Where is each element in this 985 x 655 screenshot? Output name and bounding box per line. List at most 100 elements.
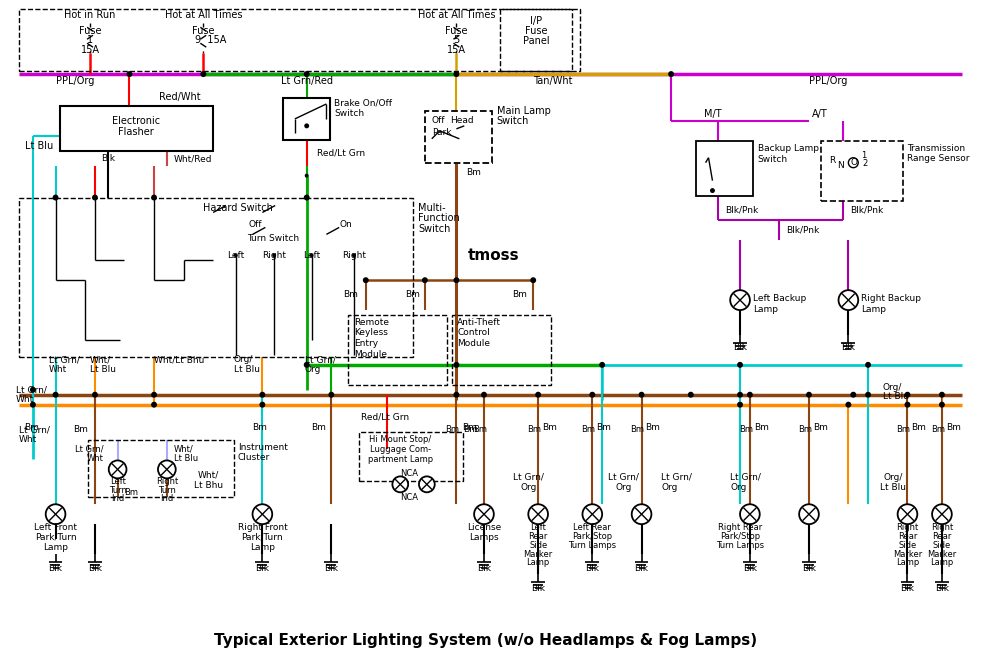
Text: Wht: Wht	[16, 395, 34, 404]
Text: 15A: 15A	[81, 45, 99, 55]
Text: Lt Blu: Lt Blu	[173, 454, 198, 463]
Text: Fuse: Fuse	[445, 26, 468, 36]
Text: Blk: Blk	[324, 565, 338, 574]
Text: Bm: Bm	[463, 425, 478, 434]
Circle shape	[303, 71, 309, 77]
Text: Rear: Rear	[932, 532, 952, 540]
Text: Bm: Bm	[512, 290, 527, 299]
Text: Lamp: Lamp	[527, 559, 550, 567]
Text: Hazard Switch: Hazard Switch	[203, 202, 273, 212]
Circle shape	[599, 362, 605, 368]
Text: Cluster: Cluster	[237, 453, 270, 462]
Text: Fuse: Fuse	[525, 26, 548, 36]
Circle shape	[848, 158, 858, 168]
Text: Lt Grn/: Lt Grn/	[609, 473, 639, 482]
Text: Lt Grn/: Lt Grn/	[730, 473, 761, 482]
Circle shape	[453, 71, 459, 77]
Bar	[348, 315, 446, 384]
Text: NCA: NCA	[400, 469, 418, 478]
Text: Wht: Wht	[48, 365, 67, 374]
Text: Red/Wht: Red/Wht	[159, 92, 201, 102]
Text: Brake On/Off: Brake On/Off	[334, 98, 392, 107]
Circle shape	[638, 392, 644, 398]
Text: Blk: Blk	[100, 154, 115, 163]
Circle shape	[108, 460, 126, 478]
Text: Park/Stop: Park/Stop	[572, 532, 613, 540]
Text: Org: Org	[730, 483, 747, 492]
Text: Org/: Org/	[883, 383, 902, 392]
Text: On: On	[340, 220, 353, 229]
Circle shape	[422, 277, 427, 283]
Text: Red/Lt Grn: Red/Lt Grn	[361, 412, 410, 421]
Circle shape	[92, 195, 98, 200]
Circle shape	[259, 392, 265, 398]
Text: Main Lamp: Main Lamp	[496, 106, 551, 116]
Text: Bm: Bm	[542, 423, 557, 432]
Text: NCA: NCA	[400, 493, 418, 502]
Text: Org: Org	[304, 365, 321, 374]
Text: Blk: Blk	[585, 565, 599, 574]
Text: partment Lamp: partment Lamp	[367, 455, 432, 464]
Circle shape	[904, 392, 910, 398]
Text: Hot at All Times: Hot at All Times	[164, 10, 242, 20]
Text: Rear: Rear	[897, 532, 917, 540]
Text: Bm: Bm	[813, 423, 827, 432]
Circle shape	[392, 476, 408, 493]
Circle shape	[158, 460, 175, 478]
Text: O: O	[851, 159, 858, 167]
Text: Bm: Bm	[645, 423, 660, 432]
Text: Range Sensor: Range Sensor	[907, 154, 970, 163]
Text: Bm: Bm	[473, 425, 487, 434]
Text: Module: Module	[354, 350, 387, 360]
Text: Blk: Blk	[743, 565, 756, 574]
Text: Wht/: Wht/	[198, 471, 219, 480]
Text: Turn: Turn	[108, 486, 126, 495]
Text: Lamp: Lamp	[930, 559, 953, 567]
Text: Bm: Bm	[896, 425, 910, 434]
Circle shape	[897, 504, 917, 524]
Circle shape	[151, 195, 157, 200]
Text: Tan/Wht: Tan/Wht	[533, 76, 572, 86]
Circle shape	[304, 174, 308, 178]
Text: Bm: Bm	[462, 423, 477, 432]
Text: Side: Side	[898, 540, 917, 550]
Circle shape	[845, 402, 851, 407]
Text: Multi-: Multi-	[418, 202, 445, 212]
Circle shape	[45, 504, 65, 524]
Text: 2: 2	[863, 159, 868, 168]
Text: 15A: 15A	[447, 45, 466, 55]
Text: Park/Turn: Park/Turn	[241, 533, 284, 542]
Circle shape	[806, 392, 812, 398]
Text: Left: Left	[109, 477, 125, 486]
Text: Bm: Bm	[252, 423, 267, 432]
Text: Lt Grn/: Lt Grn/	[304, 356, 336, 364]
Text: Marker: Marker	[523, 550, 553, 559]
Circle shape	[535, 392, 541, 398]
Circle shape	[52, 195, 58, 200]
Text: Right Backup: Right Backup	[861, 293, 921, 303]
Text: Bm: Bm	[911, 423, 926, 432]
Text: Instrument: Instrument	[237, 443, 288, 452]
Text: Lt Bhu: Lt Bhu	[194, 481, 223, 490]
Text: 1: 1	[862, 151, 867, 160]
Text: Marker: Marker	[892, 550, 922, 559]
Bar	[499, 9, 571, 71]
Text: Blk: Blk	[935, 584, 949, 593]
Text: Blk: Blk	[802, 565, 816, 574]
Text: Right Front: Right Front	[237, 523, 288, 532]
Text: 9  15A: 9 15A	[195, 35, 227, 45]
Circle shape	[259, 402, 265, 407]
Text: Ind: Ind	[161, 494, 173, 503]
Text: Blk: Blk	[900, 584, 914, 593]
Text: Blk: Blk	[255, 565, 269, 574]
Circle shape	[126, 71, 132, 77]
Text: Module: Module	[457, 339, 491, 348]
Text: Hi Mount Stop/: Hi Mount Stop/	[369, 435, 431, 444]
Text: Lt Blu: Lt Blu	[880, 483, 905, 492]
Text: Bm: Bm	[931, 425, 945, 434]
Text: Left Backup: Left Backup	[753, 293, 806, 303]
Text: Switch: Switch	[334, 109, 364, 119]
Text: Remote: Remote	[354, 318, 389, 327]
Circle shape	[631, 504, 651, 524]
Circle shape	[151, 402, 157, 407]
